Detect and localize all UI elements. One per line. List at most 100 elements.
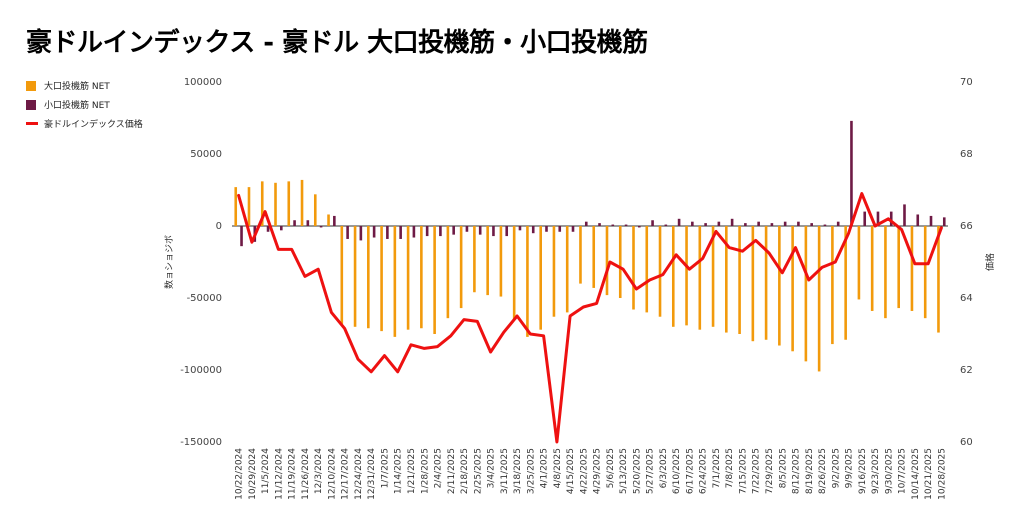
bar-large	[327, 214, 330, 226]
x-tick-label: 2/4/2025	[434, 448, 444, 488]
x-tick-label: 5/27/2025	[646, 448, 656, 494]
bar-small	[531, 226, 535, 234]
bar-large	[910, 226, 914, 311]
bar-large	[313, 194, 317, 226]
legend-item-large: 大口投機筋 NET	[26, 76, 143, 95]
bar-small	[783, 221, 787, 226]
bar-small	[452, 226, 455, 235]
bar-small	[704, 223, 707, 226]
x-tick-label: 11/12/2024	[274, 448, 284, 500]
bar-large	[897, 226, 900, 309]
x-tick-label: 10/29/2024	[248, 448, 258, 500]
bar-large	[512, 226, 516, 320]
x-tick-label: 5/20/2025	[632, 448, 642, 494]
y2-tick-label: 64	[960, 293, 973, 304]
bar-large	[884, 226, 887, 319]
x-tick-label: 6/17/2025	[685, 448, 695, 494]
bar-small	[439, 226, 442, 237]
x-tick-label: 4/29/2025	[593, 448, 603, 494]
legend-item-price: 豪ドルインデックス価格	[26, 114, 143, 133]
bar-small	[757, 221, 760, 226]
bar-small	[797, 221, 800, 226]
bar-large	[671, 226, 675, 327]
bar-large	[804, 226, 808, 362]
x-tick-label: 3/4/2025	[487, 448, 497, 488]
x-tick-label: 9/16/2025	[858, 448, 868, 494]
legend-label-large: 大口投機筋 NET	[44, 82, 110, 92]
bar-small	[903, 204, 906, 226]
bar-small	[889, 211, 893, 226]
bar-small	[624, 224, 628, 226]
bar-small	[744, 223, 747, 226]
y-tick-label: 50000	[190, 149, 222, 160]
bar-large	[658, 226, 662, 317]
bar-small	[545, 226, 548, 232]
bar-small	[412, 226, 416, 238]
x-tick-label: 10/22/2024	[235, 448, 245, 500]
x-tick-label: 11/5/2024	[261, 448, 271, 494]
bar-small	[478, 226, 482, 235]
bar-large	[923, 226, 927, 319]
y-tick-label: -50000	[187, 293, 222, 304]
y2-axis-label: 価格	[984, 253, 996, 271]
x-tick-label: 8/19/2025	[805, 448, 815, 494]
legend-label-price: 豪ドルインデックス価格	[44, 120, 143, 130]
y2-tick-label: 62	[960, 365, 973, 376]
x-tick-label: 7/15/2025	[739, 448, 749, 494]
x-tick-label: 4/22/2025	[579, 448, 589, 494]
bar-large	[526, 226, 529, 337]
bar-small	[664, 224, 668, 226]
x-tick-label: 4/1/2025	[540, 448, 550, 488]
x-tick-label: 11/26/2024	[301, 448, 311, 500]
bar-small	[638, 226, 641, 228]
bar-large	[499, 226, 503, 297]
x-tick-label: 10/21/2025	[924, 448, 934, 500]
x-tick-label: 5/6/2025	[606, 448, 616, 488]
bar-small	[306, 220, 310, 226]
bar-large	[274, 182, 277, 226]
x-tick-label: 12/17/2024	[341, 448, 351, 500]
bar-large	[778, 226, 781, 346]
bar-large	[420, 226, 423, 329]
y2-tick-label: 68	[960, 149, 973, 160]
bar-small	[399, 226, 402, 239]
bar-large	[685, 226, 688, 326]
series-large-bars	[234, 179, 940, 372]
bar-large	[353, 226, 357, 327]
bar-large	[817, 226, 821, 372]
bar-large	[592, 226, 596, 288]
bar-large	[565, 226, 569, 313]
bar-small	[929, 215, 933, 226]
bar-small	[651, 220, 654, 226]
bar-large	[380, 226, 383, 332]
bar-small	[333, 215, 336, 226]
legend-item-small: 小口投機筋 NET	[26, 95, 143, 114]
bar-large	[340, 226, 344, 324]
x-tick-label: 3/18/2025	[513, 448, 523, 494]
y2-tick-label: 60	[960, 437, 973, 448]
bar-large	[287, 181, 291, 226]
bar-small	[810, 223, 813, 226]
bar-large	[751, 226, 755, 342]
x-tick-label: 12/24/2024	[354, 448, 364, 500]
bar-small	[863, 211, 867, 226]
bar-large	[406, 226, 410, 330]
bar-large	[725, 226, 728, 333]
bar-large	[870, 226, 874, 311]
bar-large	[764, 226, 768, 340]
x-tick-label: 6/24/2025	[699, 448, 709, 494]
bar-small	[876, 211, 880, 226]
x-tick-label: 9/2/2025	[831, 448, 841, 488]
x-tick-label: 1/14/2025	[394, 448, 404, 494]
y2-tick-label: 70	[960, 77, 973, 88]
x-tick-label: 12/3/2024	[314, 448, 324, 494]
bar-large	[393, 226, 397, 337]
axes: 100000 50000 0 -50000 -100000 -150000 70 68 66 64…	[163, 77, 996, 448]
bar-large	[791, 226, 794, 352]
y-axis-label: 数ョショジボ	[163, 235, 175, 289]
bar-small	[240, 226, 243, 247]
bar-small	[492, 226, 495, 237]
legend-swatch-small	[26, 99, 36, 110]
bar-large	[473, 226, 476, 293]
bar-small	[319, 226, 323, 228]
